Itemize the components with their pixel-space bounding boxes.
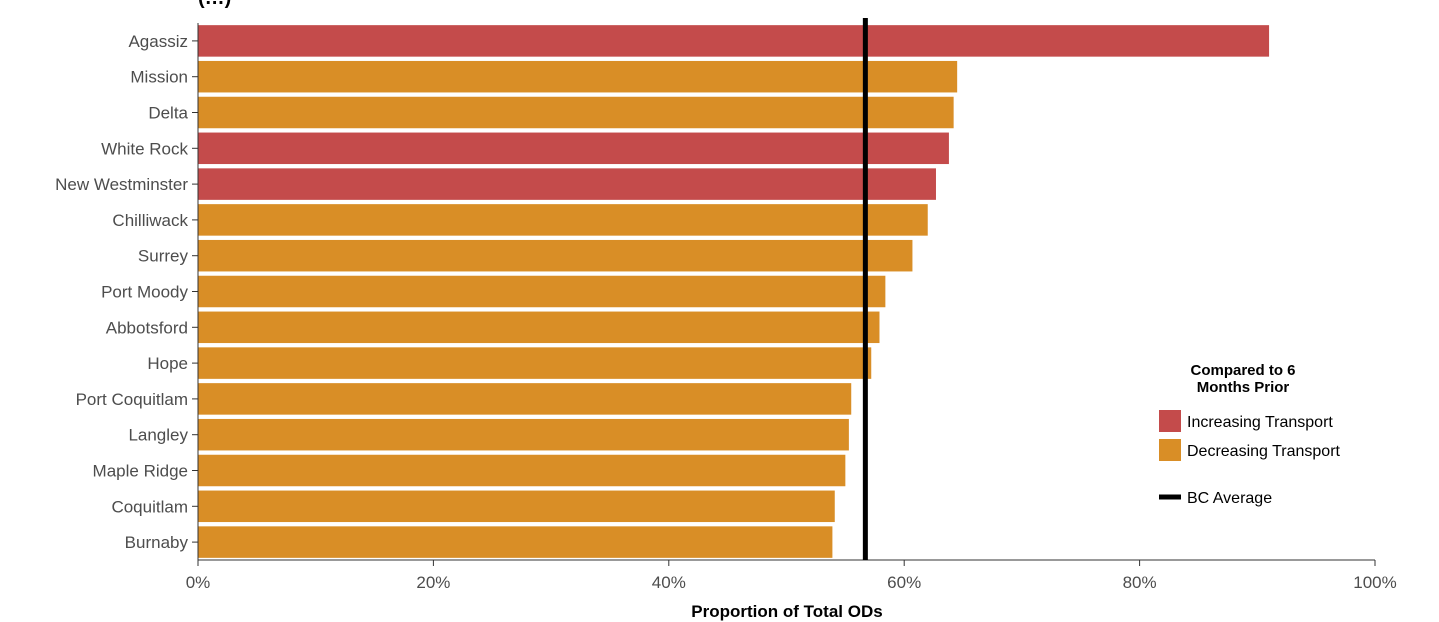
legend-label-increasing: Increasing Transport	[1187, 414, 1333, 431]
legend-title-line-2: Months Prior	[1197, 379, 1290, 396]
bar-chilliwack	[198, 204, 928, 236]
bar-port-moody	[198, 275, 886, 308]
category-label-white-rock: White Rock	[101, 139, 188, 158]
category-label-new-westminster: New Westminster	[55, 175, 188, 194]
legend-swatch-increasing	[1159, 410, 1181, 432]
bar-white-rock	[198, 132, 949, 165]
legend-label-bc-average: BC Average	[1187, 490, 1272, 507]
category-label-coquitlam: Coquitlam	[111, 497, 188, 516]
x-axis-title: Proportion of Total ODs	[691, 602, 882, 621]
bar-abbotsford	[198, 311, 880, 344]
bar-delta	[198, 96, 954, 129]
x-tick-label-4: 80%	[1123, 573, 1157, 592]
x-tick-label-2: 40%	[652, 573, 686, 592]
y-axis: Agassiz Mission Delta White Rock New Westmin…	[55, 23, 199, 560]
category-label-delta: Delta	[148, 104, 188, 123]
bars-group	[198, 25, 1270, 558]
legend-title-line-1: Compared to 6	[1190, 362, 1295, 379]
category-label-abbotsford: Abbotsford	[106, 318, 188, 337]
category-label-burnaby: Burnaby	[125, 533, 189, 552]
x-tick-label-0: 0%	[186, 573, 211, 592]
bar-maple-ridge	[198, 454, 846, 487]
bar-new-westminster	[198, 168, 936, 200]
x-tick-label-3: 60%	[887, 573, 921, 592]
category-label-mission: Mission	[130, 68, 188, 87]
bar-hope	[198, 347, 872, 379]
legend: Compared to 6 Months Prior Increasing Tr…	[1159, 362, 1341, 507]
x-tick-label-5: 100%	[1353, 573, 1396, 592]
bar-agassiz	[198, 25, 1270, 57]
category-label-langley: Langley	[128, 426, 188, 445]
legend-swatch-decreasing	[1159, 439, 1181, 461]
bar-coquitlam	[198, 490, 835, 523]
legend-label-decreasing: Decreasing Transport	[1187, 443, 1341, 460]
category-label-port-coquitlam: Port Coquitlam	[76, 390, 188, 409]
category-label-agassiz: Agassiz	[128, 32, 188, 51]
bar-burnaby	[198, 526, 833, 558]
category-label-port-moody: Port Moody	[101, 283, 188, 302]
x-tick-label-1: 20%	[416, 573, 450, 592]
category-label-chilliwack: Chilliwack	[112, 211, 188, 230]
category-label-hope: Hope	[147, 354, 188, 373]
bar-langley	[198, 418, 849, 451]
x-axis: 0% 20% 40% 60% 80% 100%	[186, 559, 1397, 592]
bar-mission	[198, 60, 958, 93]
category-label-maple-ridge: Maple Ridge	[93, 462, 188, 481]
chart-title: (…)	[198, 0, 231, 9]
bar-port-coquitlam	[198, 383, 852, 415]
category-label-surrey: Surrey	[138, 247, 189, 266]
bar-surrey	[198, 239, 913, 272]
